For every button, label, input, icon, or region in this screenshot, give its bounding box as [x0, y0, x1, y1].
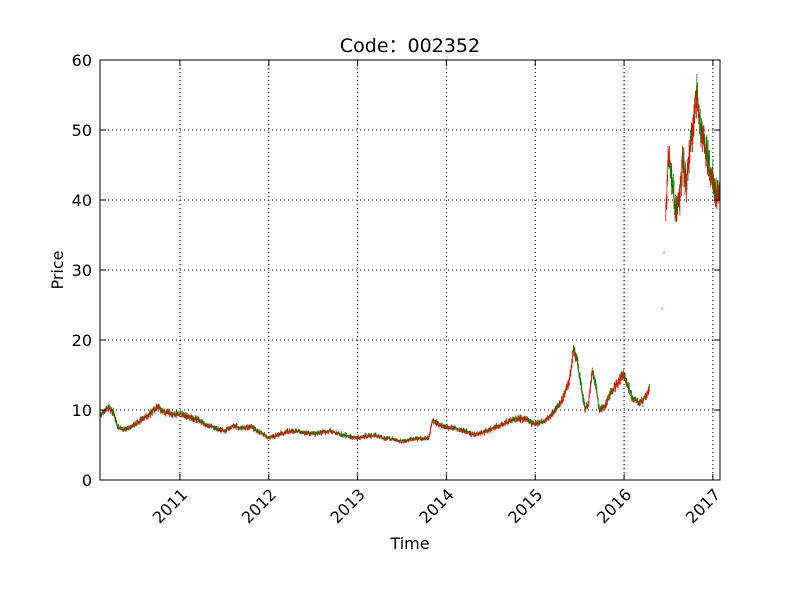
x-tick-label: 2013 — [327, 485, 369, 527]
x-tick-label: 2014 — [415, 485, 457, 527]
x-tick-label: 2016 — [593, 485, 635, 527]
x-axis-label: Time — [389, 534, 429, 553]
x-tick-label: 2017 — [682, 485, 724, 527]
x-tick-label: 2015 — [504, 485, 546, 527]
y-tick-label: 30 — [72, 261, 92, 280]
y-tick-label: 40 — [72, 191, 92, 210]
y-tick-label: 50 — [72, 121, 92, 140]
grid — [100, 60, 720, 480]
y-tick-label: 60 — [72, 51, 92, 70]
ticks — [100, 59, 720, 481]
y-tick-label: 0 — [82, 471, 92, 490]
y-tick-label: 10 — [72, 401, 92, 420]
y-axis-label: Price — [48, 250, 67, 289]
x-tick-label: 2012 — [238, 485, 280, 527]
y-tick-label: 20 — [72, 331, 92, 350]
chart-title: Code：002352 — [340, 35, 480, 57]
candles — [99, 74, 721, 444]
x-tick-label: 2011 — [149, 485, 191, 527]
